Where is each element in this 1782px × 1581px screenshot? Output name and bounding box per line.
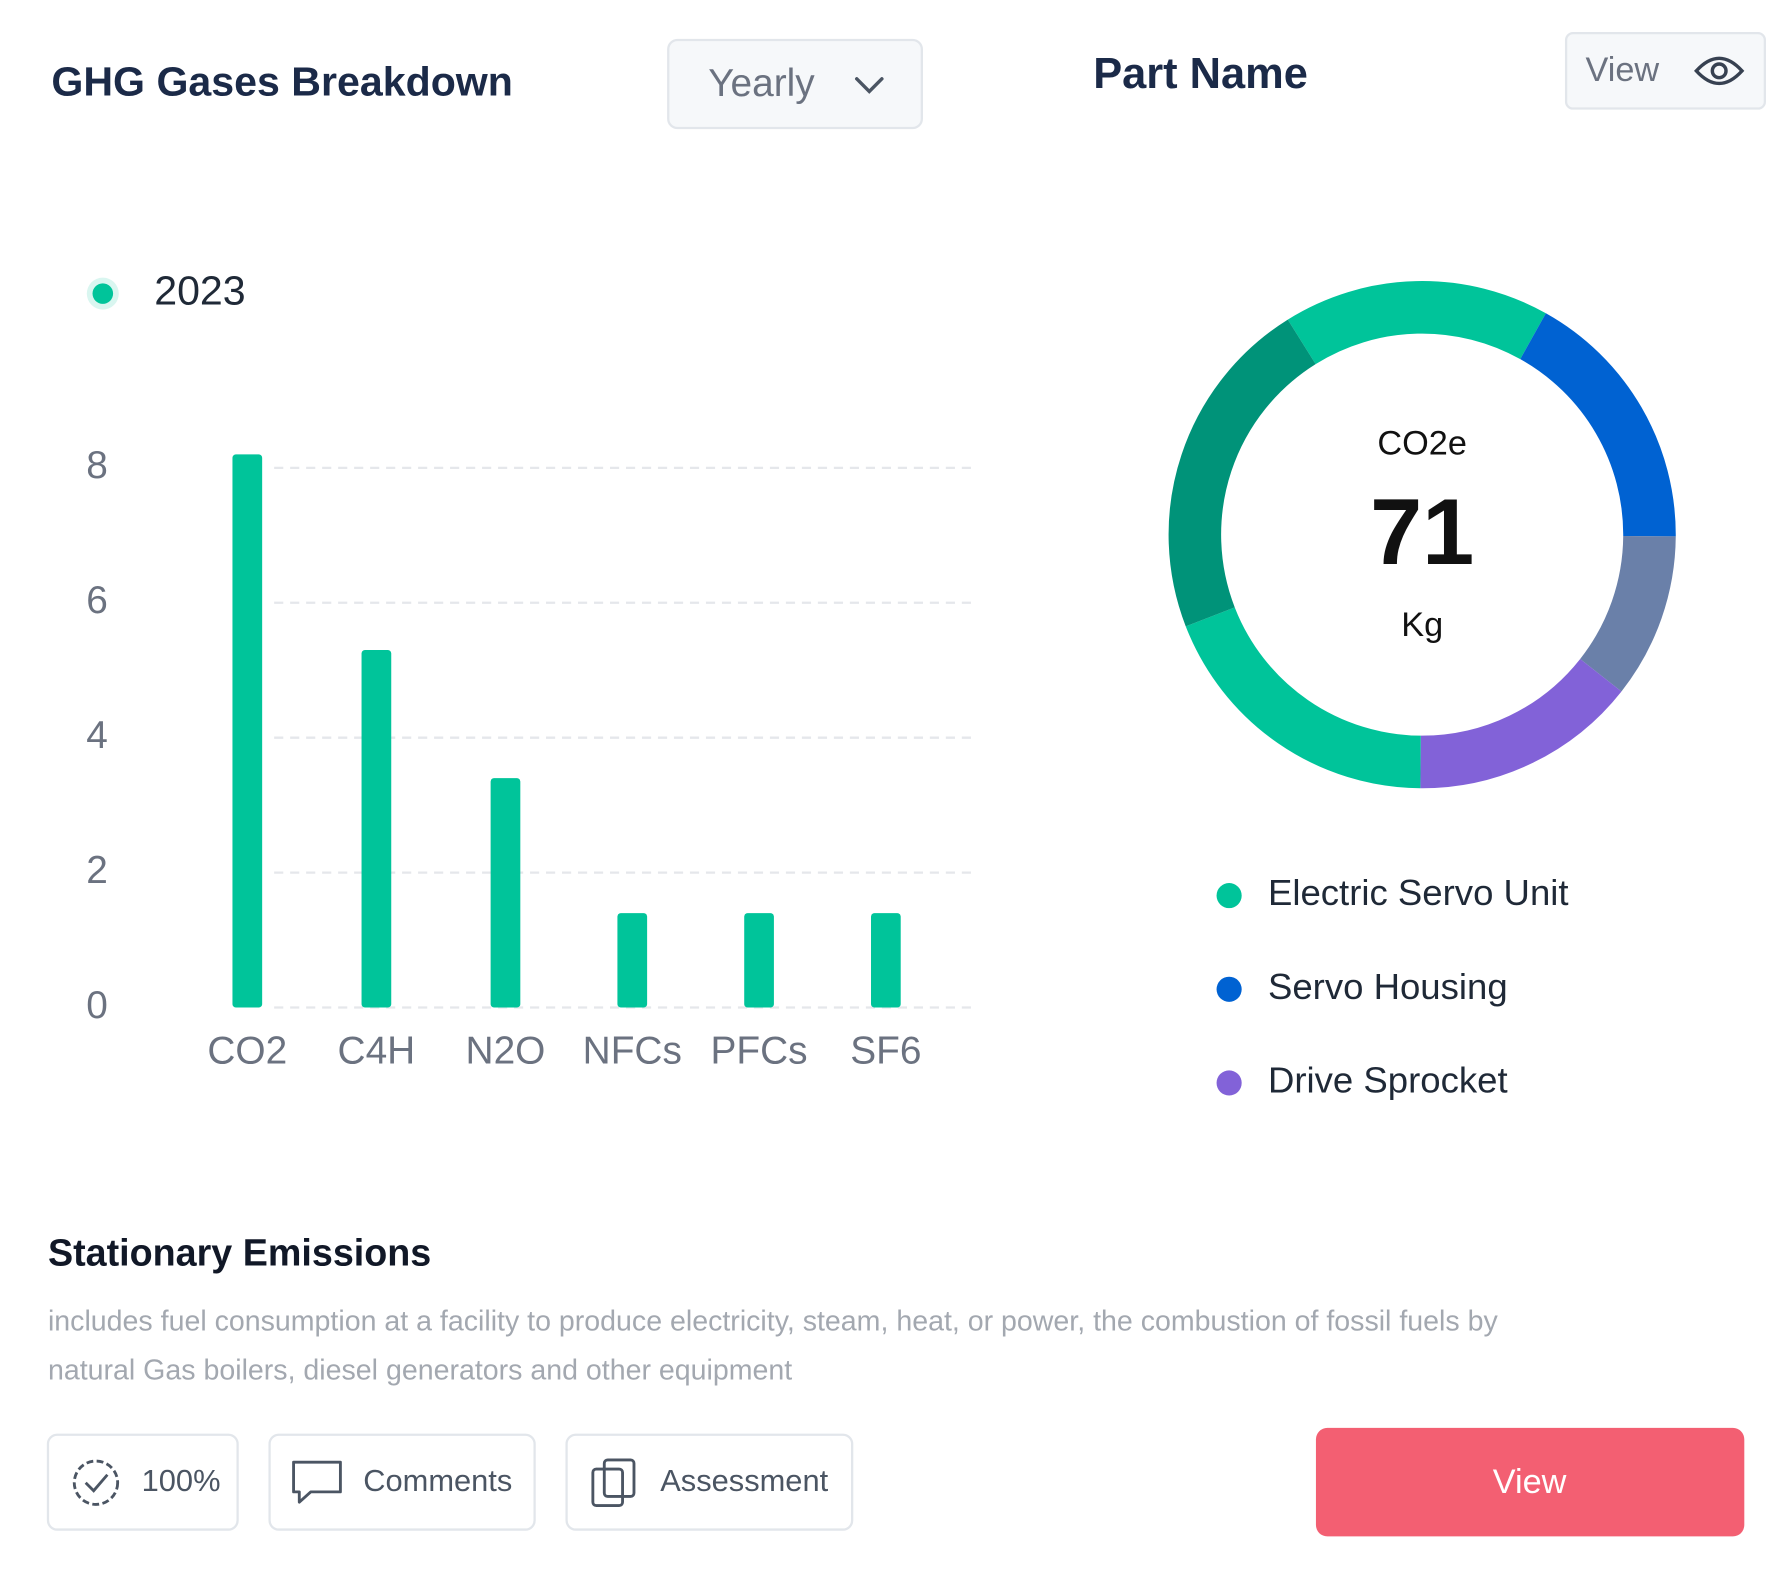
dropdown-label[interactable]: Yearly — [708, 62, 815, 105]
section-description: natural Gas boilers, diesel generators a… — [48, 1354, 792, 1386]
bar — [361, 649, 392, 1008]
bar — [490, 778, 521, 1008]
donut-segment — [1519, 313, 1676, 537]
view-action[interactable]: View — [1315, 1427, 1745, 1537]
assessment-button[interactable]: Assessment — [565, 1433, 854, 1531]
button-box[interactable] — [565, 1433, 854, 1531]
legend-label: Electric Servo Unit — [1268, 872, 1569, 913]
check-icon[interactable] — [84, 1473, 109, 1493]
view-action-box[interactable] — [1315, 1427, 1745, 1537]
view-toggle-label[interactable]: View — [1586, 51, 1660, 89]
badge-icon[interactable] — [72, 1459, 120, 1506]
section-description: includes fuel consumption at a facility … — [48, 1305, 1498, 1337]
legend-marker — [1216, 883, 1242, 909]
eye-icon[interactable] — [1694, 56, 1745, 86]
x-tick-label: NFCs — [583, 1029, 682, 1072]
bar — [871, 913, 901, 1008]
button-box[interactable] — [268, 1433, 536, 1531]
center-label: CO2e — [1377, 425, 1466, 463]
button-box[interactable] — [46, 1433, 239, 1531]
chevron-icon[interactable] — [855, 77, 884, 94]
y-tick-label: 0 — [86, 984, 108, 1027]
y-tick-label: 4 — [86, 714, 108, 757]
period-dropdown[interactable]: Yearly — [667, 38, 923, 130]
bar — [617, 913, 648, 1008]
center-total: 71 — [1370, 479, 1474, 584]
section-title: Stationary Emissions — [48, 1231, 431, 1273]
part-title: Part Name — [1093, 50, 1308, 98]
y-tick-label: 6 — [86, 579, 108, 622]
comment-icon[interactable] — [292, 1460, 342, 1504]
donut-segment — [1168, 319, 1316, 627]
dropdown-box[interactable] — [667, 38, 923, 130]
donut-segment — [1420, 658, 1622, 789]
comments-button[interactable]: Comments — [268, 1433, 536, 1531]
x-tick-label: C4H — [338, 1029, 416, 1072]
legend-label: Servo Housing — [1268, 966, 1508, 1007]
progress-button[interactable]: 100% — [46, 1433, 239, 1531]
x-tick-label: CO2 — [207, 1029, 287, 1072]
legend-label: Drive Sprocket — [1268, 1060, 1508, 1101]
view-action-label[interactable]: View — [1493, 1463, 1567, 1501]
donut-segment — [1579, 535, 1676, 692]
button-label[interactable]: Assessment — [660, 1463, 828, 1498]
view-toggle[interactable]: View — [1564, 32, 1767, 110]
donut-segment — [1287, 281, 1546, 365]
x-tick-label: N2O — [466, 1029, 546, 1072]
eye-pupil[interactable] — [1710, 62, 1728, 80]
button-label[interactable]: 100% — [142, 1463, 221, 1498]
clipboard-icon[interactable] — [591, 1467, 624, 1508]
chart-title: GHG Gases Breakdown — [51, 58, 513, 104]
bar — [232, 454, 263, 1008]
bar — [744, 913, 774, 1008]
x-tick-label: SF6 — [850, 1029, 921, 1072]
legend-marker — [92, 283, 114, 304]
legend-label: 2023 — [154, 267, 245, 313]
y-tick-label: 8 — [86, 444, 108, 487]
donut-segment — [1185, 606, 1422, 789]
legend-marker — [1216, 976, 1242, 1002]
legend-marker — [1216, 1070, 1242, 1096]
button-label[interactable]: Comments — [363, 1463, 512, 1498]
y-tick-label: 2 — [86, 849, 108, 892]
clipboard-icon[interactable] — [602, 1458, 636, 1498]
x-tick-label: PFCs — [711, 1029, 808, 1072]
view-toggle-box[interactable] — [1564, 32, 1767, 110]
center-unit: Kg — [1401, 606, 1443, 644]
